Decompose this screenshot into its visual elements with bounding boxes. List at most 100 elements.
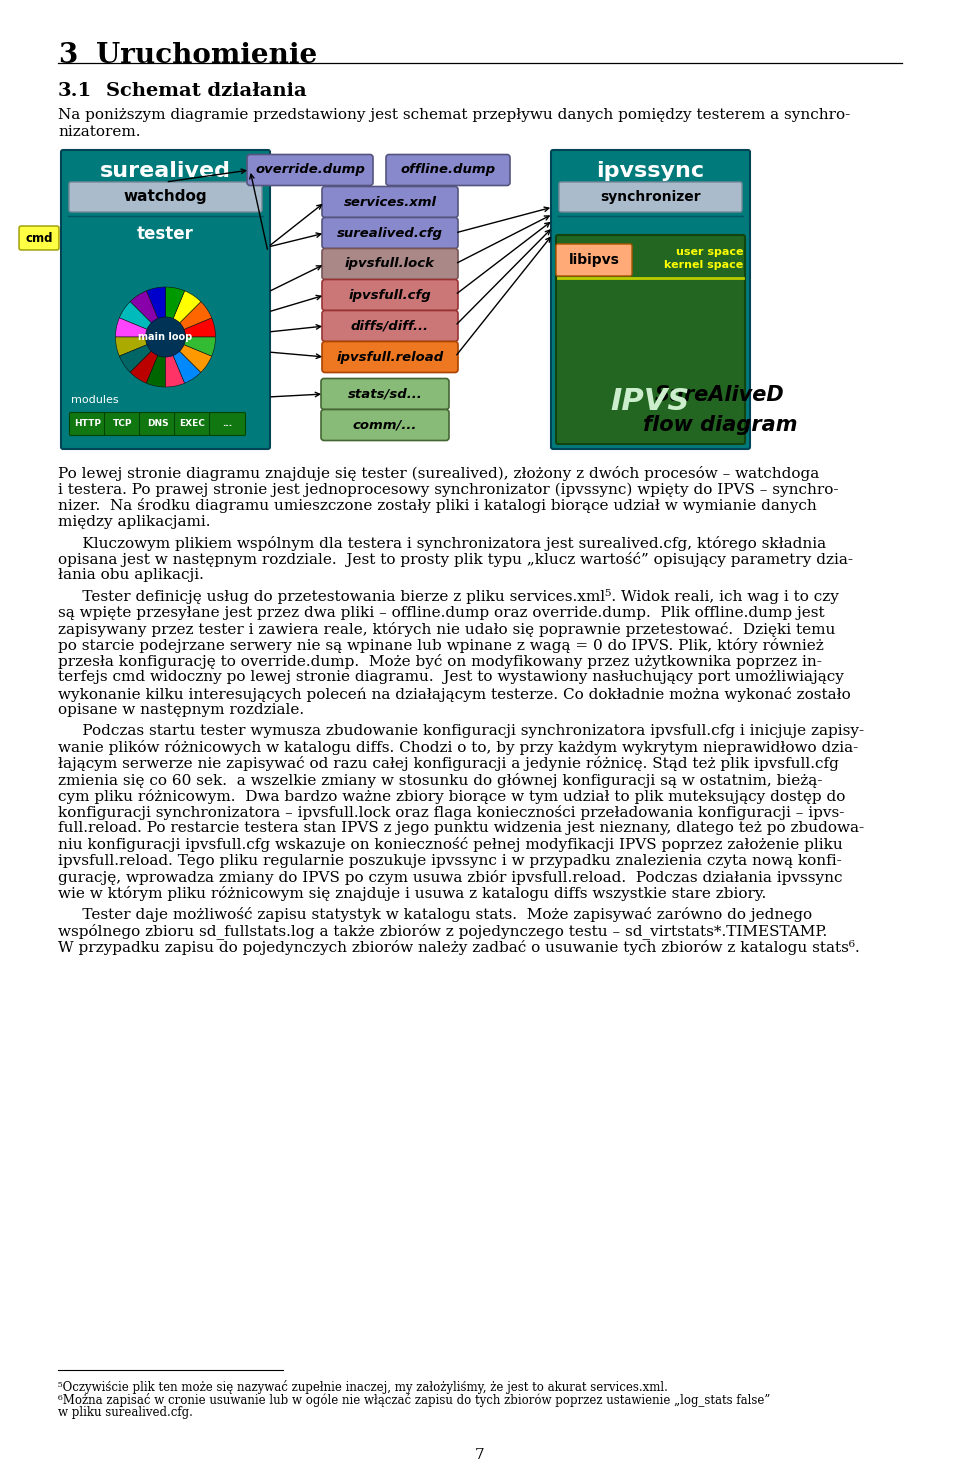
Text: main loop: main loop	[138, 332, 193, 342]
Text: nizatorem.: nizatorem.	[58, 124, 140, 139]
FancyBboxPatch shape	[556, 244, 632, 276]
FancyBboxPatch shape	[559, 182, 742, 213]
Text: ⁵Oczywiście plik ten może się nazywać zupełnie inaczej, my założyliśmy, że jest : ⁵Oczywiście plik ten może się nazywać zu…	[58, 1380, 668, 1393]
Text: łającym serwerze nie zapisywać od razu całej konfiguracji a jedynie różnicę. Stą: łającym serwerze nie zapisywać od razu c…	[58, 756, 839, 772]
FancyBboxPatch shape	[69, 182, 262, 213]
Text: zapisywany przez tester i zawiera reale, których nie udało się poprawnie przetes: zapisywany przez tester i zawiera reale,…	[58, 621, 835, 636]
Text: Schemat działania: Schemat działania	[106, 83, 307, 100]
Text: HTTP: HTTP	[74, 419, 101, 428]
Text: Uruchomienie: Uruchomienie	[96, 41, 317, 69]
Text: 3.1: 3.1	[58, 83, 92, 100]
Wedge shape	[131, 337, 165, 384]
Wedge shape	[119, 337, 165, 372]
Wedge shape	[146, 286, 165, 337]
FancyBboxPatch shape	[322, 186, 458, 217]
Text: łania obu aplikacji.: łania obu aplikacji.	[58, 568, 204, 582]
Text: ipvssync: ipvssync	[596, 161, 705, 182]
Wedge shape	[119, 301, 165, 337]
Text: tester: tester	[137, 224, 194, 244]
Text: opisane w następnym rozdziale.: opisane w następnym rozdziale.	[58, 703, 304, 717]
FancyBboxPatch shape	[322, 279, 458, 310]
FancyBboxPatch shape	[209, 412, 246, 435]
FancyBboxPatch shape	[247, 155, 373, 186]
Wedge shape	[165, 291, 201, 337]
Text: Kluczowym plikiem wspólnym dla testera i synchronizatora jest surealived.cfg, kt: Kluczowym plikiem wspólnym dla testera i…	[58, 536, 827, 551]
Text: opisana jest w następnym rozdziale.  Jest to prosty plik typu „klucz wartość” op: opisana jest w następnym rozdziale. Jest…	[58, 552, 853, 567]
Text: wie w którym pliku różnicowym się znajduje i usuwa z katalogu diffs wszystkie st: wie w którym pliku różnicowym się znajdu…	[58, 886, 766, 900]
FancyBboxPatch shape	[551, 151, 750, 449]
Text: libipvs: libipvs	[568, 252, 619, 267]
Wedge shape	[165, 337, 212, 372]
Text: wanie plików różnicowych w katalogu diffs. Chodzi o to, by przy każdym wykrytym : wanie plików różnicowych w katalogu diff…	[58, 739, 858, 756]
Text: kernel space: kernel space	[663, 260, 743, 270]
Text: cmd: cmd	[25, 232, 53, 245]
Wedge shape	[165, 337, 184, 387]
Text: między aplikacjami.: między aplikacjami.	[58, 515, 210, 528]
FancyBboxPatch shape	[322, 341, 458, 372]
Text: ipvsfull.cfg: ipvsfull.cfg	[348, 288, 431, 301]
Text: full.reload. Po restarcie testera stan IPVS z jego punktu widzenia jest nieznany: full.reload. Po restarcie testera stan I…	[58, 821, 864, 835]
Text: offline.dump: offline.dump	[400, 164, 495, 177]
Text: surealived: surealived	[100, 161, 231, 182]
FancyBboxPatch shape	[321, 409, 449, 440]
Text: watchdog: watchdog	[124, 189, 207, 205]
FancyBboxPatch shape	[556, 235, 745, 444]
Wedge shape	[165, 337, 201, 384]
Wedge shape	[131, 291, 165, 337]
FancyBboxPatch shape	[61, 151, 270, 449]
Text: w pliku surealived.cfg.: w pliku surealived.cfg.	[58, 1407, 193, 1418]
Text: modules: modules	[71, 396, 119, 404]
Text: diffs/diff...: diffs/diff...	[351, 319, 429, 332]
FancyBboxPatch shape	[322, 217, 458, 248]
FancyBboxPatch shape	[386, 155, 510, 186]
Wedge shape	[146, 337, 165, 387]
Text: SureAliveD: SureAliveD	[655, 385, 785, 404]
Text: Tester daje możliwość zapisu statystyk w katalogu stats.  Może zapisywać zarówno: Tester daje możliwość zapisu statystyk w…	[58, 908, 812, 922]
Text: Po lewej stronie diagramu znajduje się tester (surealived), złożony z dwóch proc: Po lewej stronie diagramu znajduje się t…	[58, 466, 819, 481]
Text: terfejs cmd widoczny po lewej stronie diagramu.  Jest to wystawiony nasłuchujący: terfejs cmd widoczny po lewej stronie di…	[58, 670, 844, 685]
Text: niu konfiguracji ipvsfull.cfg wskazuje on konieczność pełnej modyfikacji IPVS po: niu konfiguracji ipvsfull.cfg wskazuje o…	[58, 837, 843, 853]
Wedge shape	[115, 317, 165, 337]
FancyBboxPatch shape	[139, 412, 176, 435]
FancyBboxPatch shape	[105, 412, 140, 435]
Text: zmienia się co 60 sek.  a wszelkie zmiany w stosunku do głównej konfiguracji są : zmienia się co 60 sek. a wszelkie zmiany…	[58, 772, 823, 788]
Text: DNS: DNS	[147, 419, 168, 428]
Text: ⁶Można zapisać w cronie usuwanie lub w ogóle nie włączać zapisu do tych zbiorów : ⁶Można zapisać w cronie usuwanie lub w o…	[58, 1393, 770, 1407]
Text: 3: 3	[58, 41, 77, 69]
Text: gurację, wprowadza zmiany do IPVS po czym usuwa zbiór ipvsfull.reload.  Podczas : gurację, wprowadza zmiany do IPVS po czy…	[58, 869, 843, 884]
Text: ipvsfull.lock: ipvsfull.lock	[345, 257, 435, 270]
Wedge shape	[165, 337, 215, 356]
Wedge shape	[165, 301, 212, 337]
FancyBboxPatch shape	[19, 226, 59, 249]
Text: IPVS: IPVS	[611, 388, 690, 416]
Wedge shape	[115, 337, 165, 356]
Text: flow diagram: flow diagram	[643, 415, 797, 435]
Text: services.xml: services.xml	[344, 195, 437, 208]
Wedge shape	[165, 317, 215, 337]
Text: 7: 7	[475, 1448, 485, 1463]
Text: synchronizer: synchronizer	[600, 190, 701, 204]
Text: ipvsfull.reload: ipvsfull.reload	[336, 350, 444, 363]
Wedge shape	[165, 286, 184, 337]
Text: wspólnego zbioru sd_fullstats.log a także zbiorów z pojedynczego testu – sd_virt: wspólnego zbioru sd_fullstats.log a takż…	[58, 924, 828, 939]
Text: i testera. Po prawej stronie jest jednoprocesowy synchronizator (ipvssync) wpięt: i testera. Po prawej stronie jest jednop…	[58, 483, 838, 496]
FancyBboxPatch shape	[322, 310, 458, 341]
Text: ipvsfull.reload. Tego pliku regularnie poszukuje ipvssync i w przypadku znalezie: ipvsfull.reload. Tego pliku regularnie p…	[58, 853, 842, 868]
FancyBboxPatch shape	[69, 412, 106, 435]
FancyBboxPatch shape	[322, 248, 458, 279]
Text: przesła konfigurację to override.dump.  Może być on modyfikowany przez użytkowni: przesła konfigurację to override.dump. M…	[58, 654, 822, 669]
Text: override.dump: override.dump	[255, 164, 365, 177]
Text: Tester definicję usług do przetestowania bierze z pliku services.xml⁵. Widok rea: Tester definicję usług do przetestowania…	[58, 589, 839, 604]
Text: wykonanie kilku interesujących poleceń na działającym testerze. Co dokładnie moż: wykonanie kilku interesujących poleceń n…	[58, 686, 851, 701]
Text: Na poniższym diagramie przedstawiony jest schemat przepływu danych pomiędzy test: Na poniższym diagramie przedstawiony jes…	[58, 108, 851, 123]
Text: ...: ...	[223, 419, 232, 428]
Text: W przypadku zapisu do pojedynczych zbiorów należy zadbać o usuwanie tych zbiorów: W przypadku zapisu do pojedynczych zbior…	[58, 940, 860, 955]
Text: TCP: TCP	[112, 419, 132, 428]
Text: EXEC: EXEC	[180, 419, 205, 428]
Text: po starcie podejrzane serwery nie są wpinane lub wpinane z wagą = 0 do IPVS. Pli: po starcie podejrzane serwery nie są wpi…	[58, 638, 824, 652]
Text: są wpięte przesyłane jest przez dwa pliki – offline.dump oraz override.dump.  Pl: są wpięte przesyłane jest przez dwa plik…	[58, 605, 825, 620]
Text: comm/...: comm/...	[353, 419, 418, 431]
Text: konfiguracji synchronizatora – ipvsfull.lock oraz flaga konieczności przeładowan: konfiguracji synchronizatora – ipvsfull.…	[58, 804, 845, 821]
Text: cym pliku różnicowym.  Dwa bardzo ważne zbiory biorące w tym udział to plik mute: cym pliku różnicowym. Dwa bardzo ważne z…	[58, 788, 846, 804]
FancyBboxPatch shape	[321, 378, 449, 409]
